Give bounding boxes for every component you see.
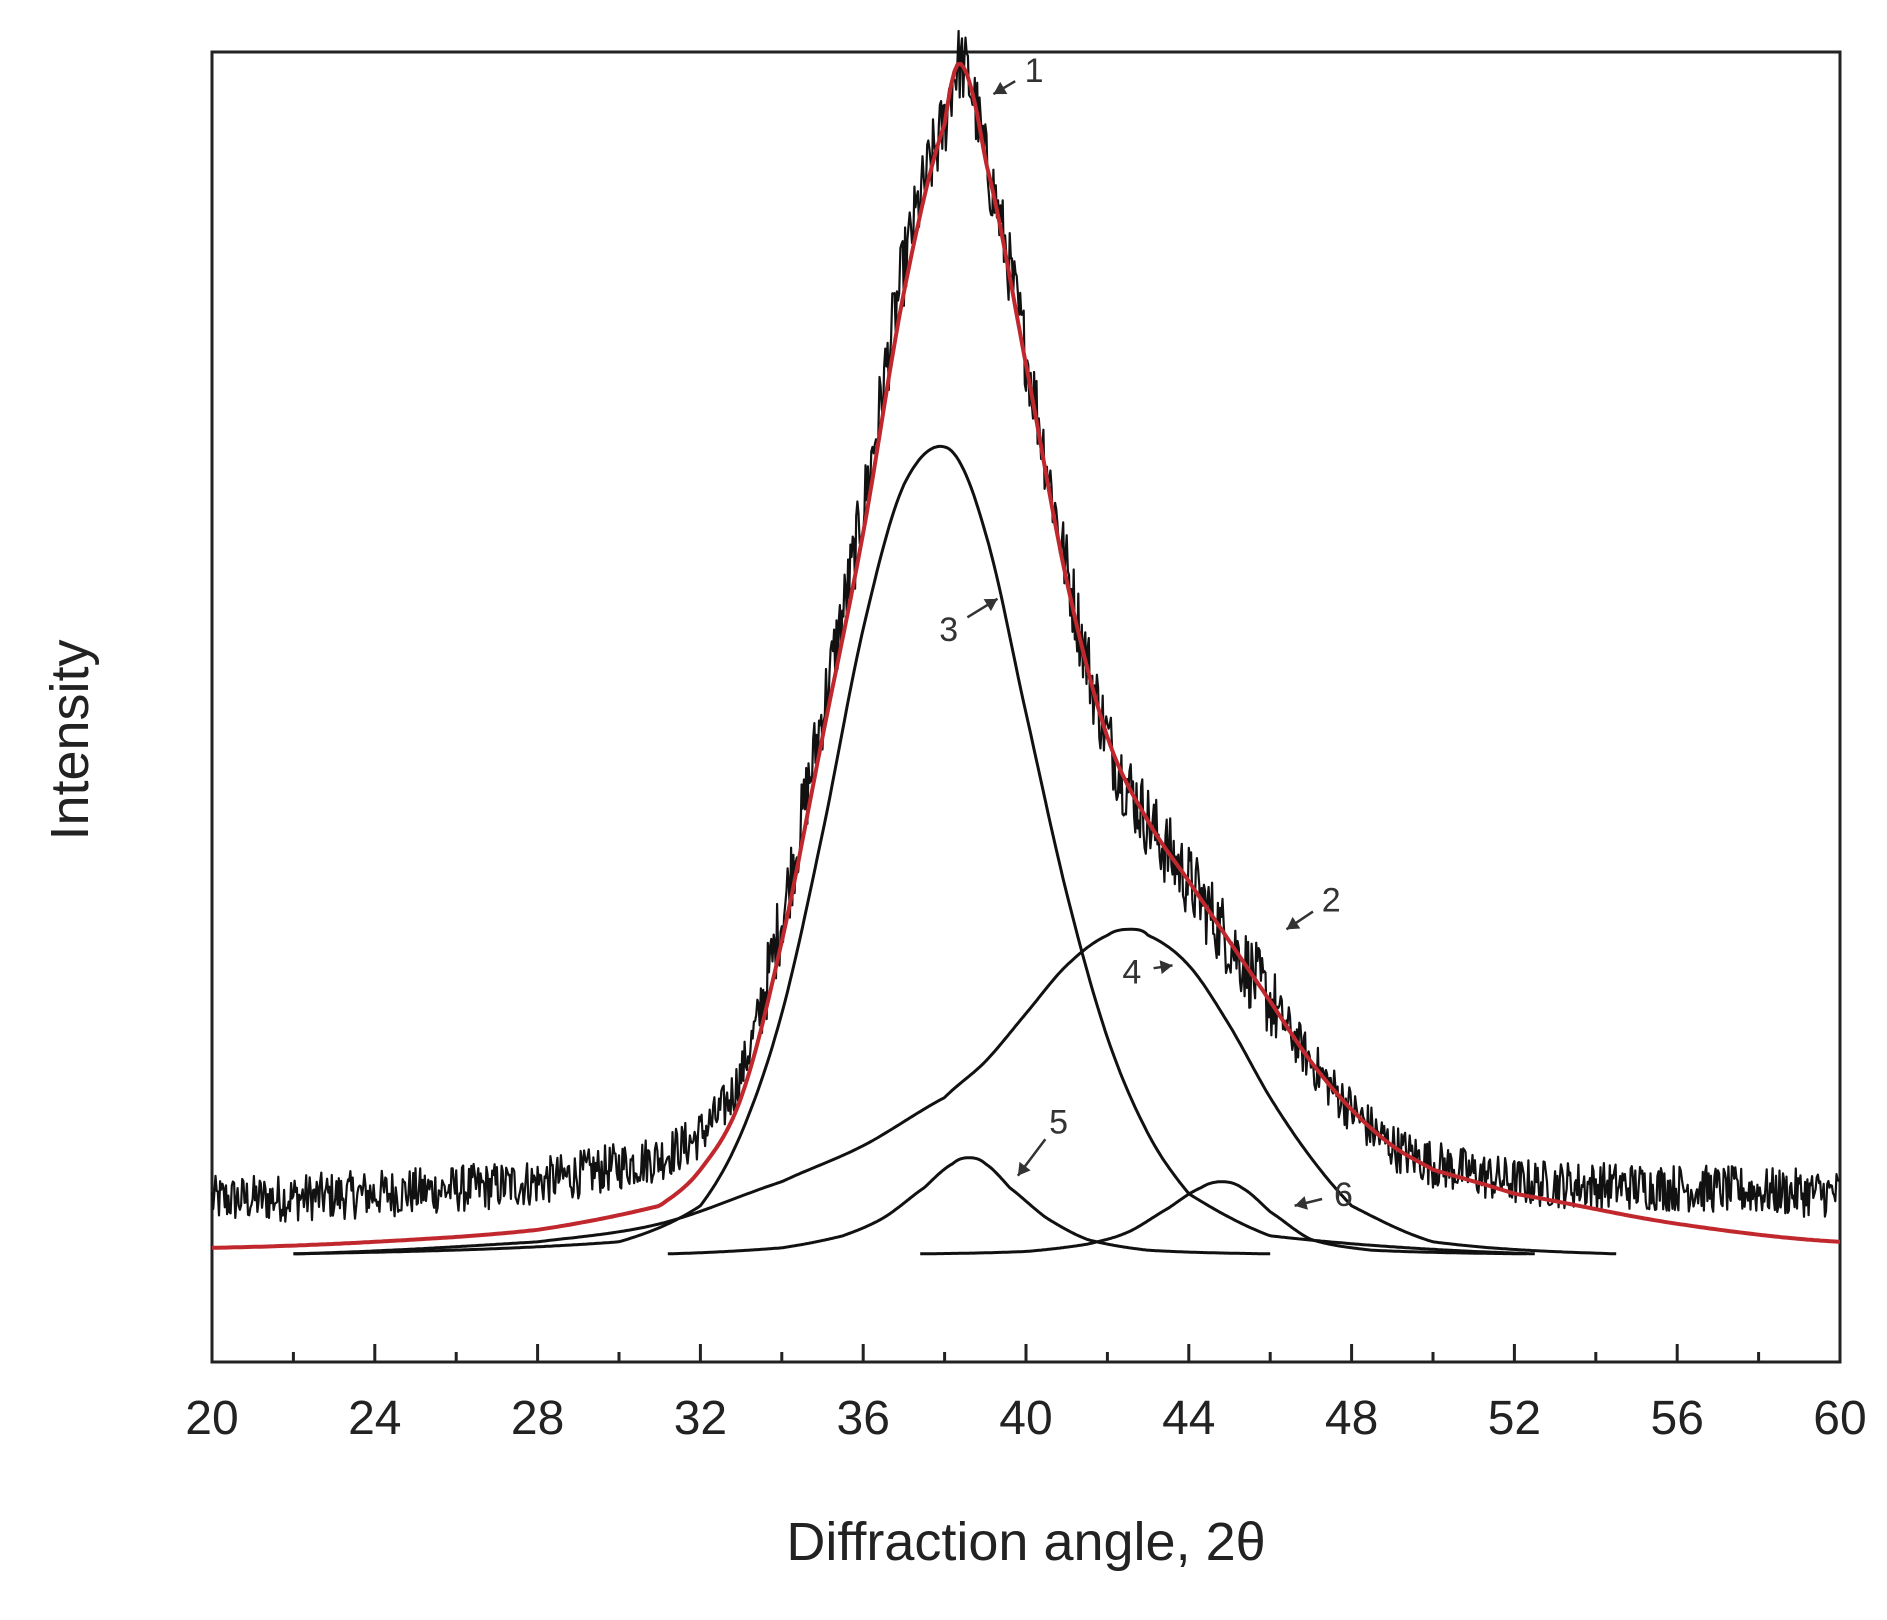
x-tick-label: 28	[511, 1392, 564, 1445]
x-tick-label: 60	[1813, 1392, 1866, 1445]
x-axis-title: Diffraction angle, 2θ	[786, 1512, 1265, 1572]
annotation-arrowhead	[1159, 960, 1173, 975]
series-6-line	[919, 1180, 1527, 1256]
x-tick-label: 52	[1488, 1392, 1541, 1445]
series-layer	[210, 29, 1841, 1256]
series-label-2: 2	[1322, 881, 1341, 919]
series-label-5: 5	[1049, 1104, 1068, 1142]
annotation-arrowhead	[1294, 1196, 1308, 1210]
annotation-arrowhead	[983, 598, 998, 612]
series-label-6: 6	[1334, 1176, 1353, 1214]
series-4-line	[293, 927, 1617, 1256]
series-5-line	[667, 1156, 1271, 1256]
x-tick-label: 36	[837, 1392, 890, 1445]
series-label-4: 4	[1122, 953, 1141, 991]
x-tick-label: 56	[1651, 1392, 1704, 1445]
y-axis-title: Intensity	[40, 639, 100, 840]
series-label-1: 1	[1025, 52, 1044, 90]
x-tick-label: 20	[185, 1392, 238, 1445]
series-3-line	[293, 444, 1535, 1256]
series-2-line	[212, 62, 1841, 1250]
x-tick-label: 24	[348, 1392, 401, 1445]
series-1-line	[210, 29, 1841, 1223]
x-tick-label: 32	[674, 1392, 727, 1445]
annotation-layer: 1 2 3 4 5 6	[939, 52, 1353, 1214]
annotation-arrowhead	[993, 81, 1008, 95]
x-axis-ticks: 20 24 28 32 36 40 44 48 52 56 60	[185, 1344, 1867, 1445]
annotation-arrowhead	[1017, 1161, 1031, 1176]
x-tick-label: 48	[1325, 1392, 1378, 1445]
series-label-3: 3	[939, 611, 958, 649]
x-tick-label: 44	[1162, 1392, 1215, 1445]
annotation-arrowhead	[1286, 916, 1301, 930]
x-tick-label: 40	[999, 1392, 1052, 1445]
